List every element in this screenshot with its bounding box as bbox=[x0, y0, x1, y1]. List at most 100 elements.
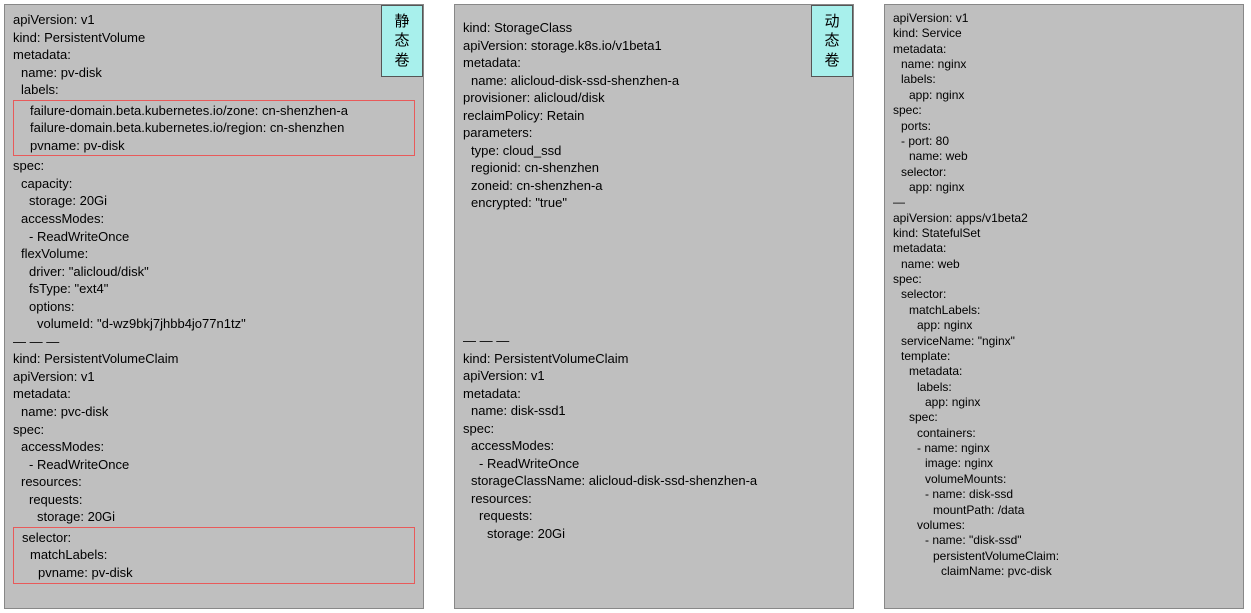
highlight-selector: selector: matchLabels: pvname: pv-disk bbox=[13, 527, 415, 584]
yaml-line: driver: "alicloud/disk" bbox=[13, 263, 415, 281]
yaml-line: ports: bbox=[893, 119, 1235, 134]
yaml-line: accessModes: bbox=[13, 438, 415, 456]
yaml-line: labels: bbox=[13, 81, 415, 99]
yaml-line: spec: bbox=[893, 103, 1235, 118]
yaml-line: matchLabels: bbox=[14, 546, 414, 564]
yaml-line: metadata: bbox=[893, 241, 1235, 256]
yaml-line: matchLabels: bbox=[893, 303, 1235, 318]
yaml-line: resources: bbox=[13, 473, 415, 491]
yaml-line: claimName: pvc-disk bbox=[893, 564, 1235, 579]
separator: — — — bbox=[13, 333, 415, 351]
yaml-line: labels: bbox=[893, 72, 1235, 87]
yaml-line: capacity: bbox=[13, 175, 415, 193]
yaml-line: volumes: bbox=[893, 518, 1235, 533]
yaml-line: metadata: bbox=[463, 385, 845, 403]
yaml-line: selector: bbox=[893, 287, 1235, 302]
yaml-line: spec: bbox=[13, 421, 415, 439]
yaml-line: kind: PersistentVolumeClaim bbox=[13, 350, 415, 368]
yaml-line: storage: 20Gi bbox=[463, 525, 845, 543]
yaml-line: storage: 20Gi bbox=[13, 192, 415, 210]
yaml-line: name: disk-ssd1 bbox=[463, 402, 845, 420]
yaml-line: metadata: bbox=[13, 385, 415, 403]
yaml-line: apiVersion: v1 bbox=[13, 11, 415, 29]
yaml-line: persistentVolumeClaim: bbox=[893, 549, 1235, 564]
separator: — bbox=[893, 195, 1235, 210]
yaml-line: app: nginx bbox=[893, 88, 1235, 103]
yaml-line: failure-domain.beta.kubernetes.io/zone: … bbox=[14, 102, 414, 120]
highlight-labels: failure-domain.beta.kubernetes.io/zone: … bbox=[13, 100, 415, 157]
yaml-line: apiVersion: storage.k8s.io/v1beta1 bbox=[463, 37, 845, 55]
yaml-line: image: nginx bbox=[893, 456, 1235, 471]
yaml-line: apiVersion: v1 bbox=[463, 367, 845, 385]
yaml-line: requests: bbox=[13, 491, 415, 509]
yaml-line: kind: StatefulSet bbox=[893, 226, 1235, 241]
yaml-line: - ReadWriteOnce bbox=[463, 455, 845, 473]
yaml-line: pvname: pv-disk bbox=[14, 137, 414, 155]
yaml-line: selector: bbox=[893, 165, 1235, 180]
yaml-line: reclaimPolicy: Retain bbox=[463, 107, 845, 125]
yaml-line: selector: bbox=[14, 529, 414, 547]
yaml-line: spec: bbox=[893, 272, 1235, 287]
yaml-line: provisioner: alicloud/disk bbox=[463, 89, 845, 107]
yaml-line: volumeMounts: bbox=[893, 472, 1235, 487]
yaml-line: kind: Service bbox=[893, 26, 1235, 41]
yaml-line: regionid: cn-shenzhen bbox=[463, 159, 845, 177]
yaml-line: apiVersion: v1 bbox=[893, 11, 1235, 26]
yaml-line: name: pv-disk bbox=[13, 64, 415, 82]
yaml-line: name: web bbox=[893, 149, 1235, 164]
yaml-line: storage: 20Gi bbox=[13, 508, 415, 526]
yaml-line: resources: bbox=[463, 490, 845, 508]
yaml-line: requests: bbox=[463, 507, 845, 525]
yaml-line: - ReadWriteOnce bbox=[13, 228, 415, 246]
yaml-line: metadata: bbox=[13, 46, 415, 64]
yaml-line: fsType: "ext4" bbox=[13, 280, 415, 298]
yaml-line: - name: disk-ssd bbox=[893, 487, 1235, 502]
yaml-line: name: web bbox=[893, 257, 1235, 272]
yaml-line: apiVersion: apps/v1beta2 bbox=[893, 211, 1235, 226]
yaml-line: kind: StorageClass bbox=[463, 19, 845, 37]
yaml-line: metadata: bbox=[463, 54, 845, 72]
yaml-line: accessModes: bbox=[463, 437, 845, 455]
badge-dynamic: 动态卷 bbox=[811, 5, 853, 77]
yaml-line: name: nginx bbox=[893, 57, 1235, 72]
yaml-line: name: alicloud-disk-ssd-shenzhen-a bbox=[463, 72, 845, 90]
panel-static-volume: 静态卷 apiVersion: v1 kind: PersistentVolum… bbox=[4, 4, 424, 609]
yaml-line: options: bbox=[13, 298, 415, 316]
yaml-line: failure-domain.beta.kubernetes.io/region… bbox=[14, 119, 414, 137]
badge-static-text: 静态卷 bbox=[394, 12, 409, 71]
yaml-line: metadata: bbox=[893, 42, 1235, 57]
yaml-line: - name: "disk-ssd" bbox=[893, 533, 1235, 548]
yaml-line: labels: bbox=[893, 380, 1235, 395]
yaml-line: apiVersion: v1 bbox=[13, 368, 415, 386]
yaml-line: flexVolume: bbox=[13, 245, 415, 263]
diagram-container: 静态卷 apiVersion: v1 kind: PersistentVolum… bbox=[4, 4, 1247, 609]
yaml-line: app: nginx bbox=[893, 395, 1235, 410]
yaml-line: - ReadWriteOnce bbox=[13, 456, 415, 474]
yaml-line: app: nginx bbox=[893, 180, 1235, 195]
yaml-line: type: cloud_ssd bbox=[463, 142, 845, 160]
yaml-line: - port: 80 bbox=[893, 134, 1235, 149]
panel-service-statefulset: apiVersion: v1 kind: Service metadata: n… bbox=[884, 4, 1244, 609]
yaml-line: zoneid: cn-shenzhen-a bbox=[463, 177, 845, 195]
yaml-line: pvname: pv-disk bbox=[14, 564, 414, 582]
yaml-line: storageClassName: alicloud-disk-ssd-shen… bbox=[463, 472, 845, 490]
yaml-line: kind: PersistentVolume bbox=[13, 29, 415, 47]
yaml-line: spec: bbox=[893, 410, 1235, 425]
panel-dynamic-volume: 动态卷 kind: StorageClass apiVersion: stora… bbox=[454, 4, 854, 609]
yaml-line: kind: PersistentVolumeClaim bbox=[463, 350, 845, 368]
yaml-line: spec: bbox=[463, 420, 845, 438]
yaml-line: parameters: bbox=[463, 124, 845, 142]
yaml-line: name: pvc-disk bbox=[13, 403, 415, 421]
yaml-line: encrypted: "true" bbox=[463, 194, 845, 212]
yaml-line: containers: bbox=[893, 426, 1235, 441]
yaml-line: serviceName: "nginx" bbox=[893, 334, 1235, 349]
yaml-line: metadata: bbox=[893, 364, 1235, 379]
badge-dynamic-text: 动态卷 bbox=[824, 12, 839, 71]
yaml-line: mountPath: /data bbox=[893, 503, 1235, 518]
yaml-line: - name: nginx bbox=[893, 441, 1235, 456]
separator: — — — bbox=[463, 332, 845, 350]
yaml-line: template: bbox=[893, 349, 1235, 364]
yaml-line: spec: bbox=[13, 157, 415, 175]
yaml-line: app: nginx bbox=[893, 318, 1235, 333]
yaml-line: accessModes: bbox=[13, 210, 415, 228]
